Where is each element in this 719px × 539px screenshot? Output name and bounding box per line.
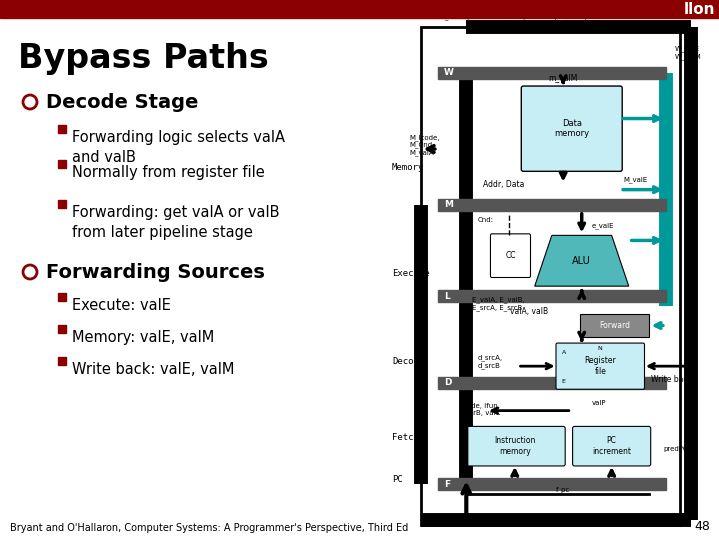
Text: e_valE: e_valE: [592, 222, 614, 229]
Text: d_srcA,
d_srcB: d_srcA, d_srcB: [477, 355, 503, 369]
Text: Execute: Execute: [392, 268, 430, 278]
Text: M_Icode,
M_Cnd,
M_valA: M_Icode, M_Cnd, M_valA: [409, 134, 440, 156]
Bar: [421, 27, 680, 525]
Text: W_valE, W_valM, W_dstE, W_dstM: W_valE, W_valM, W_dstE, W_dstM: [498, 13, 616, 20]
Text: Execute: valE: Execute: valE: [72, 298, 171, 313]
Text: Bypass Paths: Bypass Paths: [18, 42, 269, 75]
Text: L: L: [444, 292, 449, 301]
FancyBboxPatch shape: [464, 426, 565, 466]
Bar: [58, 160, 66, 168]
Text: Memory: Memory: [392, 162, 424, 171]
Text: Normally from register file: Normally from register file: [72, 165, 265, 180]
Text: Write back: Write back: [651, 375, 692, 384]
Text: valP: valP: [592, 400, 606, 406]
Bar: [390, 0, 719, 18]
Polygon shape: [535, 236, 628, 286]
Text: ALU: ALU: [572, 256, 591, 266]
Text: M_valE: M_valE: [623, 176, 647, 183]
Bar: [58, 125, 66, 133]
Bar: [438, 478, 666, 490]
Bar: [58, 200, 66, 208]
Bar: [580, 314, 649, 337]
FancyBboxPatch shape: [556, 343, 644, 389]
Text: Forwarding Sources: Forwarding Sources: [46, 262, 265, 281]
Text: W: W: [444, 68, 454, 77]
Text: f_pc: f_pc: [556, 486, 570, 493]
Text: W_valE
W_valM: W_valE W_valM: [674, 45, 701, 60]
Text: Data
memory: Data memory: [554, 119, 590, 139]
Text: predPC: predPC: [663, 446, 687, 452]
Text: M: M: [444, 201, 453, 209]
Text: D: D: [444, 378, 452, 387]
Text: 48: 48: [694, 520, 710, 533]
Text: CC: CC: [505, 251, 516, 260]
Text: m_valM: m_valM: [549, 73, 578, 82]
Text: A: A: [562, 350, 566, 355]
Bar: [438, 291, 666, 302]
Text: valA, valB: valA, valB: [510, 307, 548, 316]
Bar: [58, 293, 66, 301]
Text: Forwarding logic selects valA
and valB: Forwarding logic selects valA and valB: [72, 130, 285, 165]
Bar: [58, 325, 66, 333]
Text: E: E: [562, 379, 565, 384]
Text: E_valA, E_valB,
E_srcA, E_srcB: E_valA, E_valB, E_srcA, E_srcB: [472, 296, 525, 311]
FancyBboxPatch shape: [490, 234, 531, 278]
Text: Forward: Forward: [599, 321, 630, 330]
FancyBboxPatch shape: [572, 426, 651, 466]
Text: Decode: Decode: [392, 357, 424, 367]
Bar: [438, 199, 666, 211]
Text: Memory: valE, valM: Memory: valE, valM: [72, 330, 214, 345]
Text: Instruction
memory: Instruction memory: [494, 437, 536, 456]
Text: F: F: [444, 480, 450, 489]
Bar: [438, 67, 666, 79]
Text: PC: PC: [392, 475, 403, 485]
Bar: [58, 357, 66, 365]
Text: PC
increment: PC increment: [592, 437, 631, 456]
Text: Write back: valE, valM: Write back: valE, valM: [72, 362, 234, 377]
Text: icode, ifun,
rA, rB, valC: icode, ifun, rA, rB, valC: [461, 403, 500, 416]
Text: Addr, Data: Addr, Data: [483, 180, 525, 189]
FancyBboxPatch shape: [521, 86, 622, 171]
Text: llon: llon: [684, 2, 715, 17]
Text: Decode Stage: Decode Stage: [46, 93, 198, 112]
Text: Forwarding: get valA or valB
from later pipeline stage: Forwarding: get valA or valB from later …: [72, 205, 280, 240]
Text: Cnd:: Cnd:: [477, 217, 494, 223]
Text: Fetch: Fetch: [392, 432, 419, 441]
Text: Bryant and O'Hallaron, Computer Systems: A Programmer's Perspective, Third Ed: Bryant and O'Hallaron, Computer Systems:…: [10, 523, 408, 533]
Text: W_Icode, W_valM: W_Icode, W_valM: [438, 13, 498, 20]
Bar: [438, 377, 666, 389]
Text: Register
file: Register file: [585, 356, 616, 376]
Bar: [0, 0, 390, 18]
Text: N: N: [598, 346, 603, 351]
